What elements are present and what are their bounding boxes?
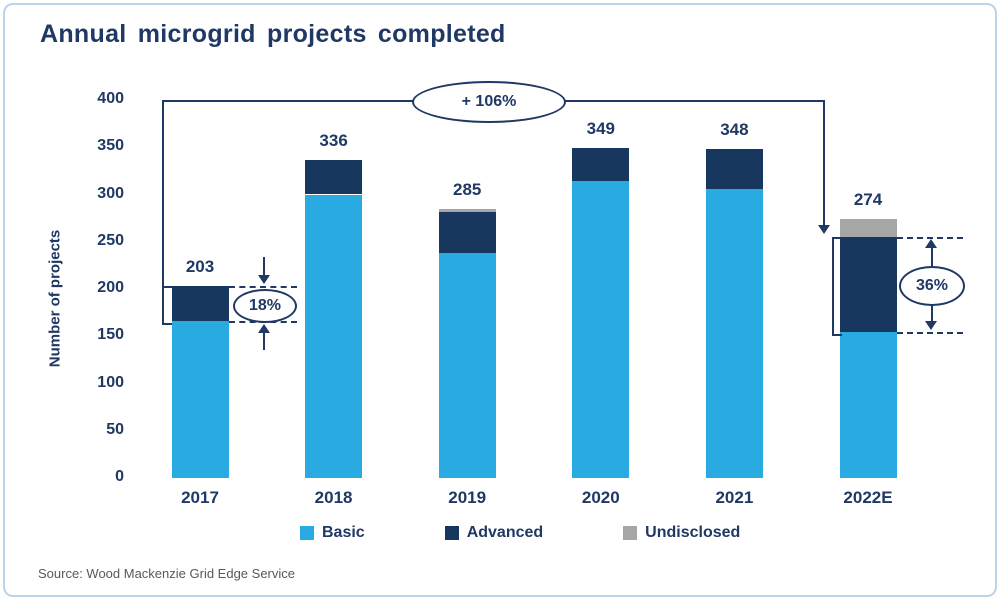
x-axis-label-2018: 2018 [314,488,353,507]
bar-segment-advanced-2017 [171,286,229,322]
source-attribution: Source: Wood Mackenzie Grid Edge Service [38,566,295,581]
bar-total-label-2021: 348 [720,120,749,140]
bar-segment-advanced-2018 [305,160,363,195]
bar-segment-undisclosed-2019 [438,208,496,213]
legend-item-advanced: Advanced [444,524,544,542]
y-axis-tick-label: 300 [97,184,124,202]
dashed-line-2017-top [228,286,297,289]
growth-arrowhead [817,225,830,235]
y-axis-tick-label: 200 [97,279,124,296]
y-axis-tick-label: 150 [97,326,124,344]
bar-segment-undisclosed-2022E [839,219,897,238]
chart-title: Annual microgrid projects completed [40,20,506,48]
advanced-share-2022-callout: 36% [899,266,965,306]
arrow-down-head-2017 [257,275,270,285]
bar-total-label-2022E: 274 [853,190,883,210]
bar-segment-advanced-2021 [705,149,763,189]
bar-total-label-2020: 349 [586,119,615,139]
bar-segment-basic-2020 [572,181,630,478]
arrow-down-line-2017 [262,257,265,276]
bar-segment-basic-2018 [305,194,363,478]
advanced-share-2022-label: 36% [915,277,949,294]
dashed-line-2022-top [896,237,963,240]
y-axis-tick-label: 250 [97,231,124,249]
bar-segment-basic-2021 [705,188,763,478]
bar-total-label-2018: 336 [319,131,348,151]
arrow-up-line-2017 [262,332,265,351]
bar-total-label-2017: 203 [185,257,215,277]
y-axis-tick-label: 50 [106,420,124,438]
y-axis-tick-label: 350 [97,137,124,155]
x-axis-label-2022E: 2022E [843,488,893,507]
legend-item-basic: Basic [300,524,365,542]
legend: Basic Advanced Undisclosed [300,524,740,542]
growth-percent-callout: + 106% [412,81,566,123]
growth-line-right [822,100,825,226]
legend-item-undisclosed: Undisclosed [623,524,740,542]
x-axis-label-2019: 2019 [448,488,487,507]
bar-total-label-2019: 285 [453,179,482,199]
growth-line-left [161,100,164,287]
bar-segment-advanced-2020 [572,148,630,182]
arrow-up-head-2017 [257,324,270,334]
y-axis-tick-label: 100 [97,373,124,391]
x-axis-label-2020: 2020 [581,488,620,507]
advanced-share-2017-callout: 18% [233,289,297,323]
dashed-line-2022-bottom [896,331,963,334]
bar-segment-basic-2022E [839,331,897,478]
basic-color-swatch [300,526,314,540]
range-arrow-bottom-head [924,320,937,330]
y-axis-tick-label: 0 [115,468,124,485]
bar-segment-basic-2017 [171,321,229,478]
growth-percent-label: + 106% [461,93,517,110]
bar-segment-basic-2019 [438,253,496,478]
advanced-color-swatch [444,526,459,540]
bracket-2022-advanced [831,237,842,336]
undisclosed-color-swatch [623,526,638,540]
bar-segment-advanced-2019 [438,212,496,254]
legend-label-undisclosed: Undisclosed [645,524,741,541]
y-axis-tick-label: 400 [97,90,124,107]
x-axis-label-2021: 2021 [715,488,754,507]
range-arrow-top-head [924,239,937,249]
x-axis-label-2017: 2017 [181,488,219,507]
legend-label-basic: Basic [322,524,365,541]
bar-segment-advanced-2022E [839,237,897,332]
legend-label-advanced: Advanced [466,524,544,541]
bracket-2017-advanced [161,286,172,326]
advanced-share-2017-label: 18% [248,297,282,314]
